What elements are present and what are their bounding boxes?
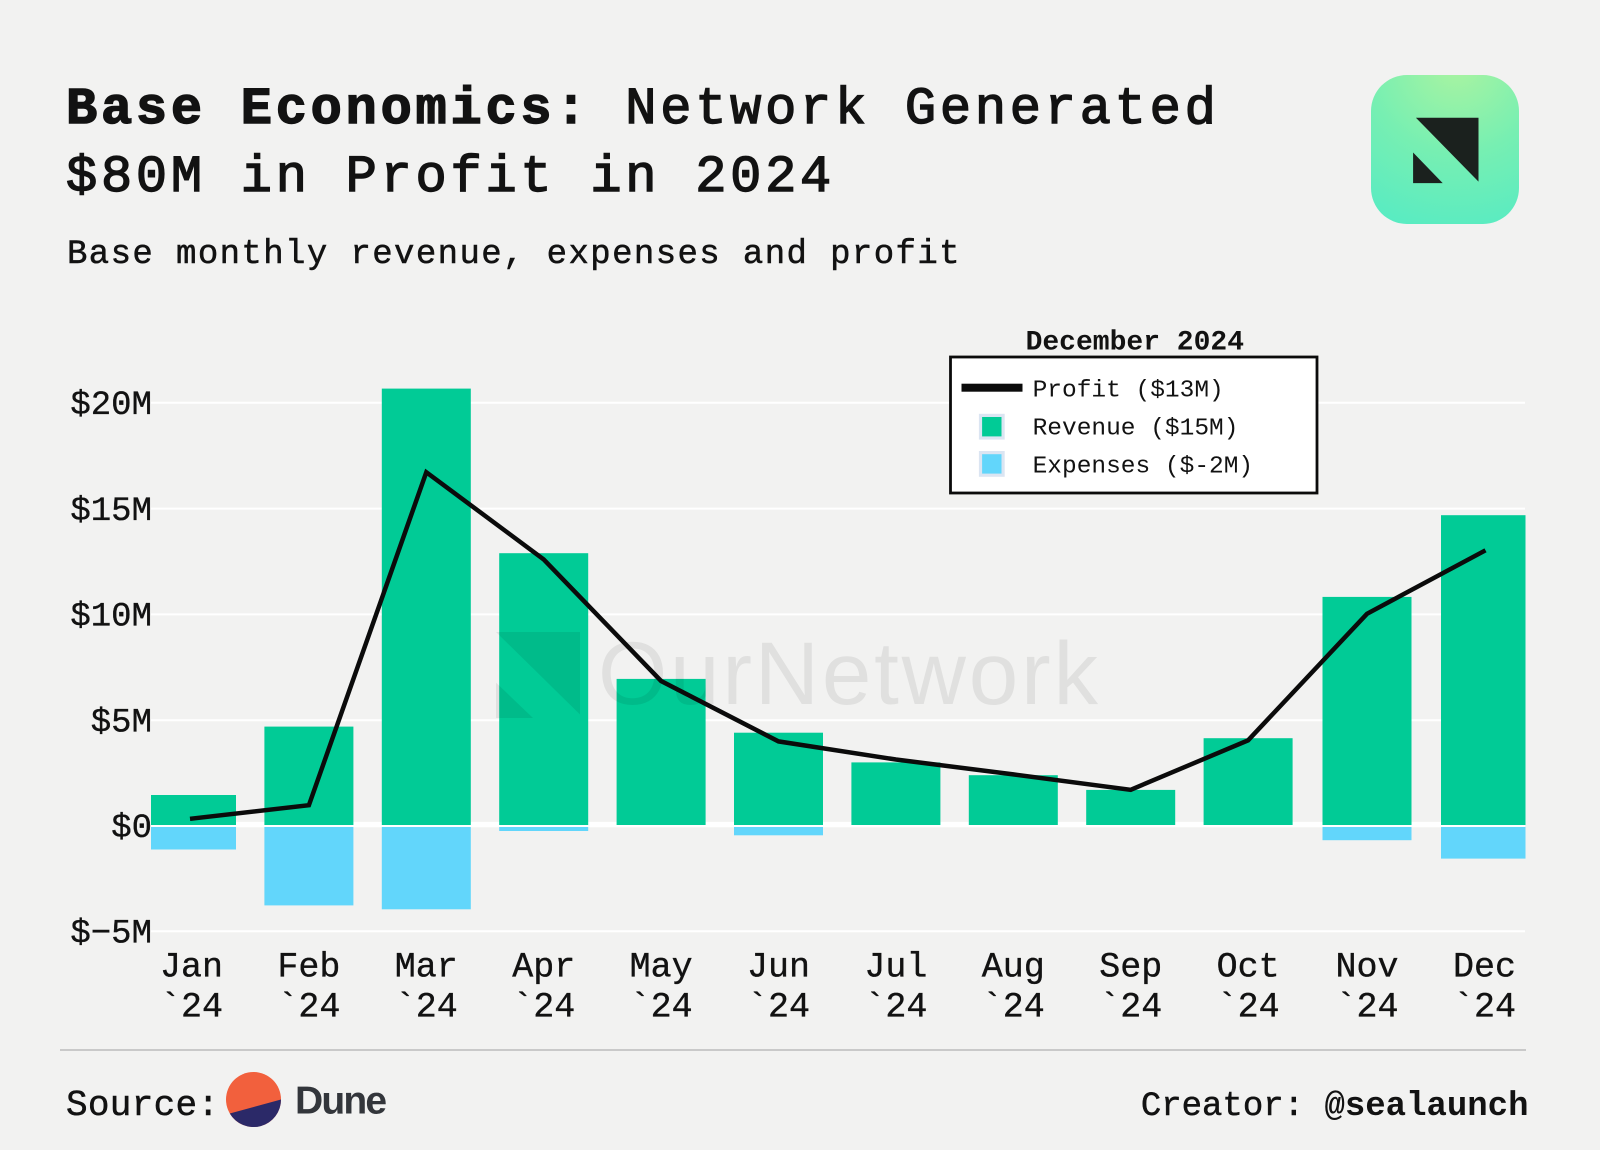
svg-text:$15M: $15M [70,493,152,531]
svg-text:May: May [630,948,693,988]
svg-text:Jun: Jun [747,948,810,988]
svg-text:`24: `24 [982,988,1045,1028]
svg-text:`24: `24 [277,988,340,1028]
svg-text:`24: `24 [747,988,810,1028]
svg-text:Creator: @sealaunch: Creator: @sealaunch [1141,1088,1529,1126]
svg-text:Dec: Dec [1453,948,1516,988]
svg-text:`24: `24 [630,988,693,1028]
svg-text:$5M: $5M [91,704,152,742]
svg-text:Sep: Sep [1099,948,1162,988]
svg-text:Aug: Aug [982,948,1045,988]
svg-text:December 2024: December 2024 [1026,328,1244,359]
svg-text:`24: `24 [1335,988,1398,1028]
svg-text:`24: `24 [1453,988,1516,1028]
svg-text:Apr: Apr [512,948,575,988]
svg-text:$0: $0 [111,810,152,848]
svg-text:Jul: Jul [864,948,927,988]
svg-text:Oct: Oct [1217,948,1280,988]
svg-text:`24: `24 [1217,988,1280,1028]
svg-text:Profit ($13M): Profit ($13M) [1033,377,1224,404]
svg-text:$10M: $10M [70,599,152,637]
svg-text:OurNetwork: OurNetwork [598,623,1101,723]
svg-text:Source:: Source: [66,1085,219,1126]
svg-text:Expenses ($-2M): Expenses ($-2M) [1033,454,1254,481]
svg-text:`24: `24 [512,988,575,1028]
svg-text:`24: `24 [395,988,458,1028]
svg-text:Feb: Feb [277,948,340,988]
svg-text:$20M: $20M [70,387,152,425]
svg-text:Jan: Jan [160,948,223,988]
svg-text:`24: `24 [160,988,223,1028]
svg-text:$−5M: $−5M [70,916,152,954]
svg-text:Revenue ($15M): Revenue ($15M) [1033,415,1239,442]
svg-text:`24: `24 [1099,988,1162,1028]
svg-text:Dune: Dune [295,1080,386,1123]
svg-text:`24: `24 [864,988,927,1028]
svg-text:Mar: Mar [395,948,458,988]
svg-text:Nov: Nov [1335,948,1398,988]
